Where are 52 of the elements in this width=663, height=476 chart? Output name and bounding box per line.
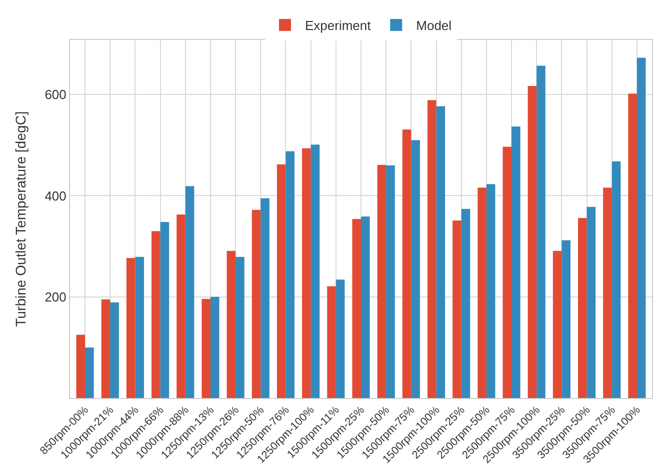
bar bbox=[302, 148, 311, 398]
bar bbox=[478, 188, 486, 398]
bar bbox=[85, 347, 94, 398]
bar bbox=[236, 256, 244, 398]
legend-label: Experiment bbox=[305, 18, 372, 34]
bar bbox=[126, 258, 136, 398]
bar bbox=[461, 208, 470, 398]
bar bbox=[636, 58, 646, 398]
bar bbox=[210, 296, 220, 398]
bar bbox=[101, 299, 110, 398]
bar bbox=[628, 94, 637, 398]
bar bbox=[202, 298, 210, 398]
y-axis-title: Turbine Outlet Temperature [degC] bbox=[12, 111, 28, 327]
bar bbox=[552, 250, 562, 398]
legend-label: Model bbox=[416, 18, 452, 34]
bar bbox=[612, 161, 621, 398]
y-tick-label: 600 bbox=[44, 87, 66, 102]
bar bbox=[135, 256, 144, 398]
bar bbox=[528, 86, 537, 398]
bar bbox=[276, 164, 286, 398]
bar bbox=[603, 188, 612, 398]
bar bbox=[286, 151, 295, 398]
bar bbox=[386, 165, 395, 398]
bar bbox=[185, 186, 194, 398]
bar bbox=[377, 164, 386, 398]
bar bbox=[402, 130, 412, 398]
bar bbox=[486, 184, 496, 398]
bar bbox=[327, 286, 336, 398]
bar bbox=[427, 100, 436, 398]
bar bbox=[152, 231, 160, 398]
bar bbox=[578, 218, 587, 398]
bar bbox=[310, 144, 320, 398]
bar bbox=[436, 106, 446, 398]
bar bbox=[512, 126, 520, 398]
bar bbox=[160, 222, 170, 398]
bar bbox=[226, 250, 236, 398]
bar bbox=[562, 240, 570, 398]
bar bbox=[502, 146, 512, 398]
bar bbox=[586, 206, 596, 398]
bar bbox=[260, 198, 270, 398]
bar bbox=[110, 302, 119, 398]
y-tick-label: 400 bbox=[44, 188, 66, 204]
bar bbox=[252, 210, 261, 398]
y-tick-label: 200 bbox=[44, 289, 66, 304]
bar bbox=[176, 214, 186, 398]
bar bbox=[411, 140, 420, 398]
bar bbox=[76, 334, 86, 398]
bar bbox=[361, 216, 370, 398]
bar bbox=[452, 220, 462, 398]
bar bbox=[352, 219, 361, 398]
bar bbox=[336, 280, 345, 398]
bar bbox=[536, 66, 546, 398]
